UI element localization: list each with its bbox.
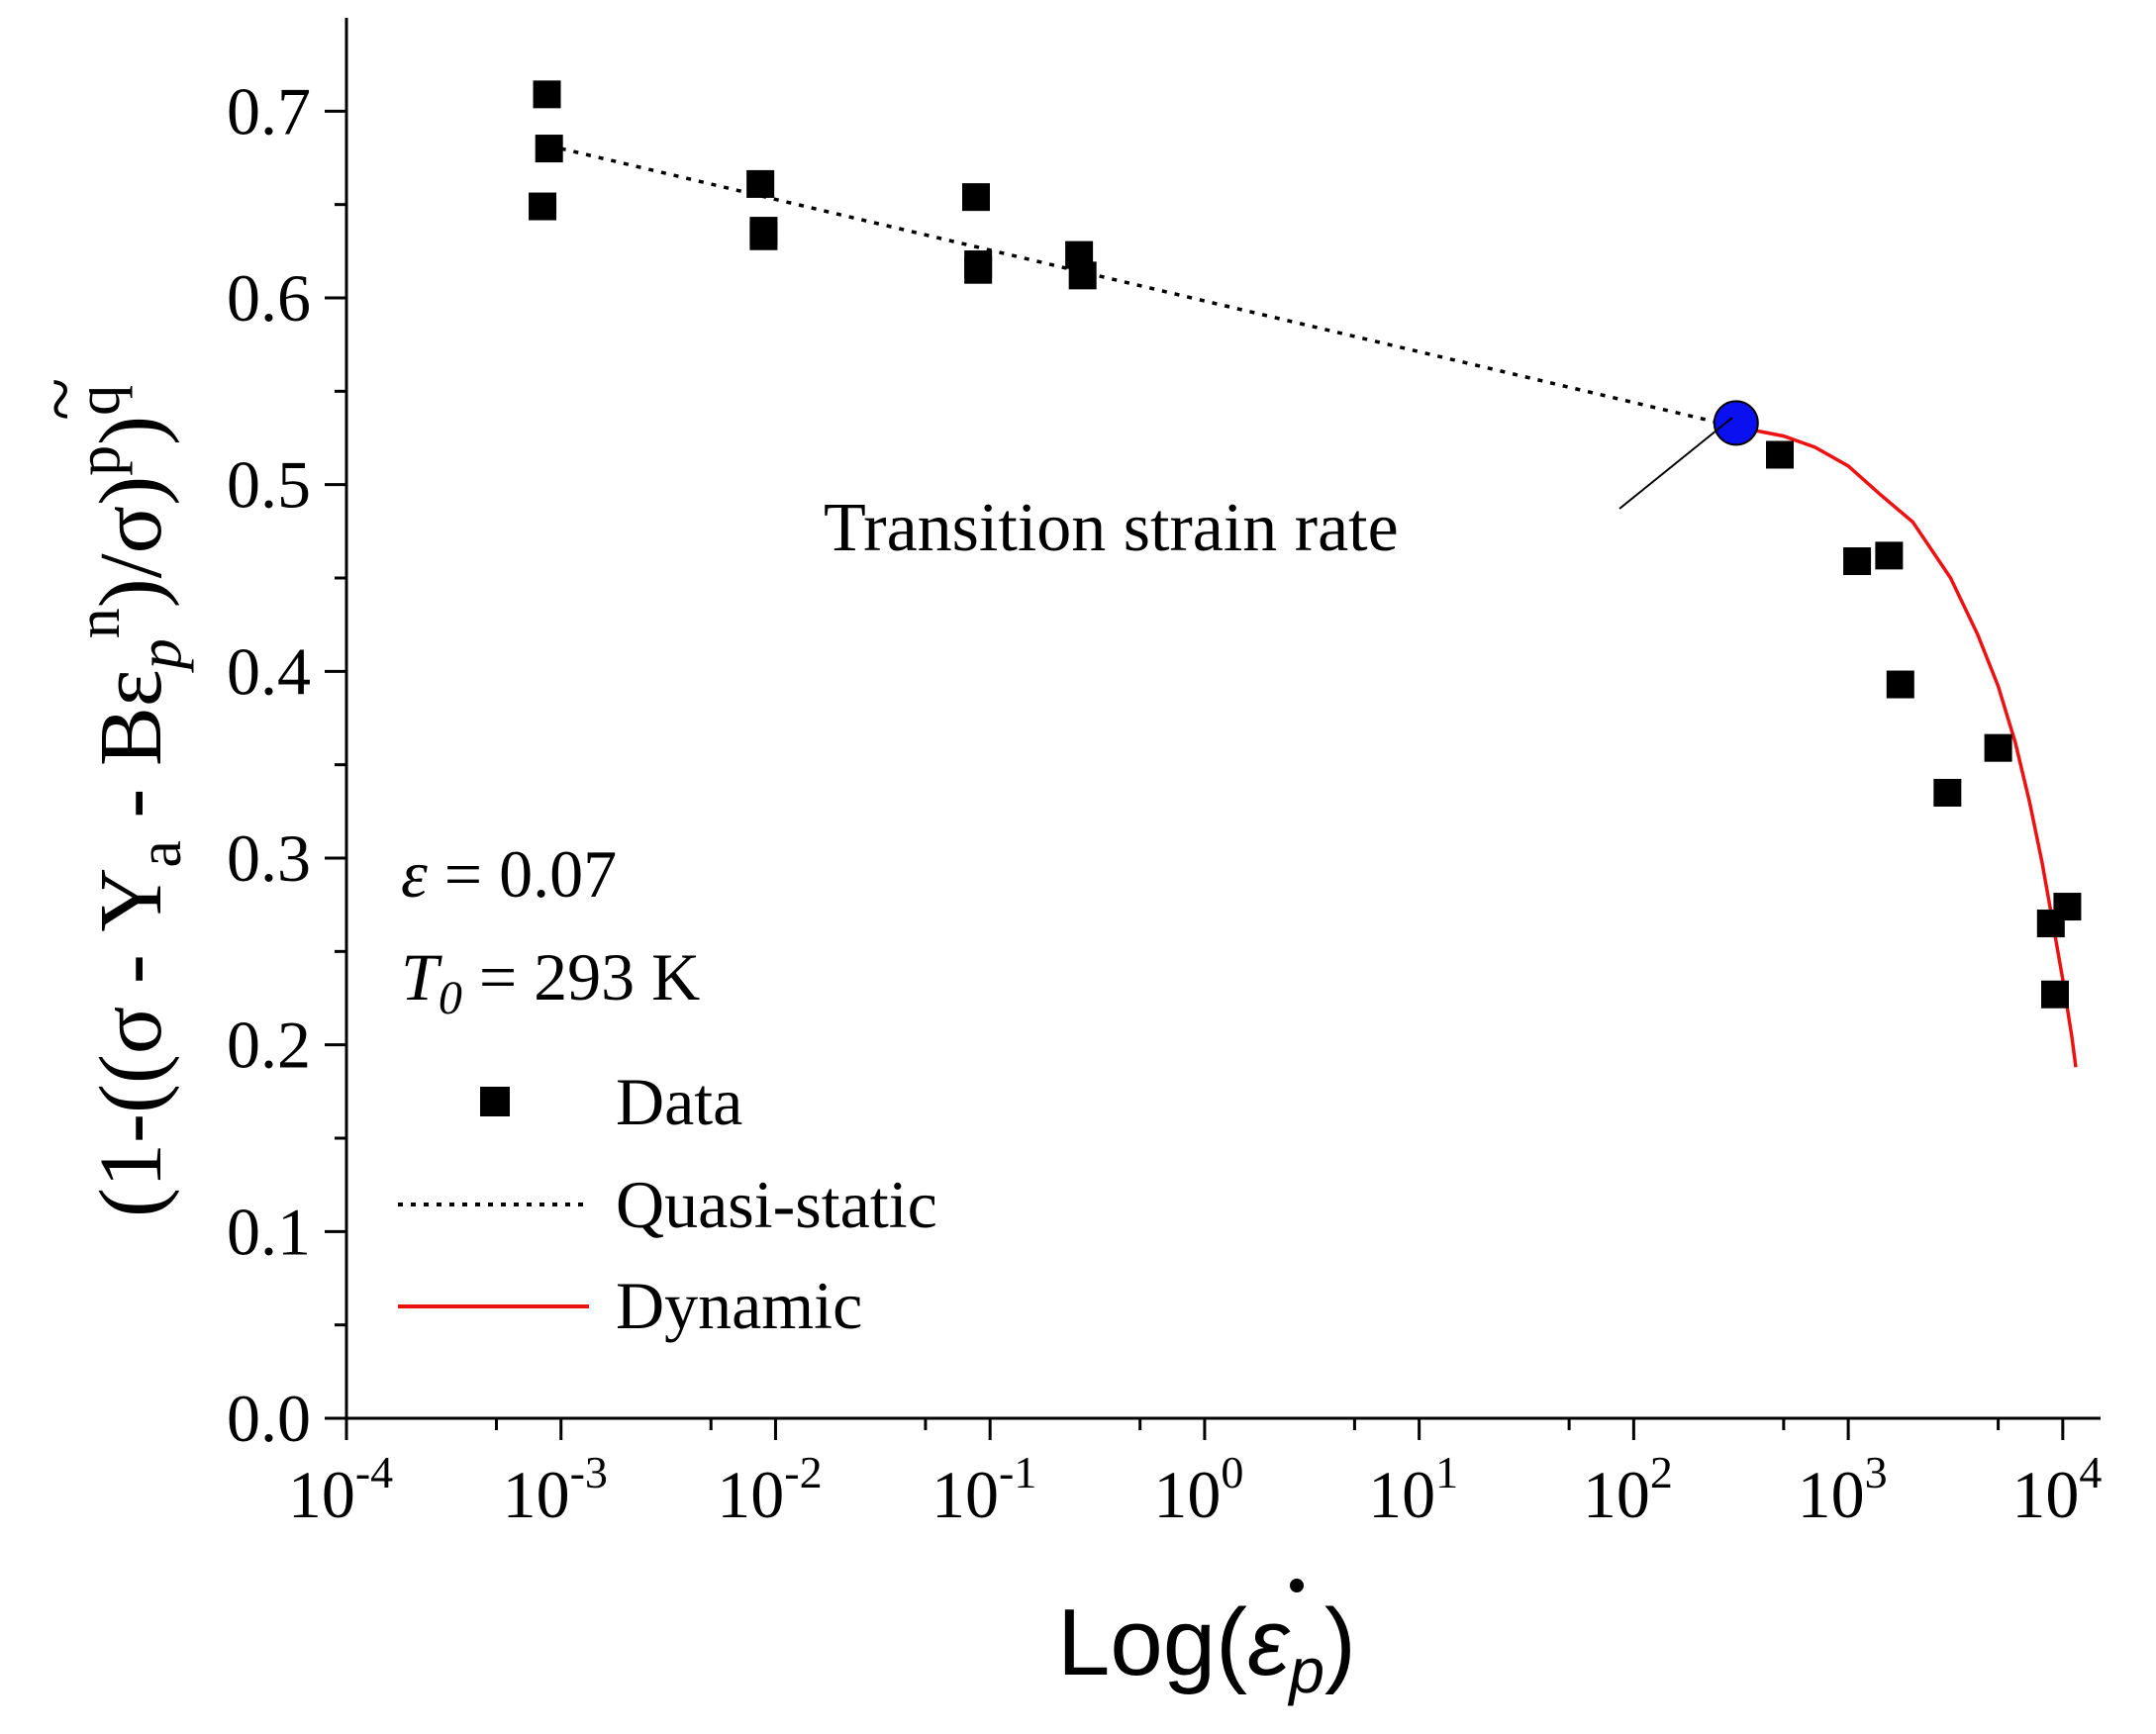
x-tick-label: 10-1 xyxy=(931,1447,1036,1532)
temperature-symbol: T xyxy=(401,939,442,1014)
transition-marker-group xyxy=(1713,400,1759,446)
quasi-static-line xyxy=(560,146,1737,429)
legend-dynamic-label: Dynamic xyxy=(616,1268,862,1343)
x-tick-label: 10-4 xyxy=(288,1447,393,1532)
x-tick-label: 102 xyxy=(1583,1447,1673,1532)
data-point xyxy=(1068,261,1097,290)
dynamic-line xyxy=(1735,425,2078,1068)
x-tick-label: 101 xyxy=(1368,1447,1458,1532)
y-tick-label: 0.7 xyxy=(227,73,311,148)
y-label-tilde: ~ xyxy=(18,378,105,421)
data-point xyxy=(1984,733,2012,762)
x-label-dot xyxy=(1290,1579,1304,1592)
legend-data-marker xyxy=(480,1087,510,1116)
strain-symbol: ε xyxy=(401,836,428,912)
data-point xyxy=(2053,893,2082,921)
transition-point xyxy=(1713,400,1759,446)
data-point xyxy=(2040,980,2069,1009)
x-label-subscript: p xyxy=(1287,1635,1324,1706)
quasi-static-series xyxy=(560,146,1737,429)
data-point xyxy=(1843,547,1872,576)
data-point xyxy=(746,169,775,198)
legend-data-label: Data xyxy=(616,1064,742,1139)
data-point xyxy=(1933,778,1962,807)
y-tick-label: 0.1 xyxy=(227,1194,311,1269)
temperature-value: = 293 K xyxy=(462,939,700,1014)
x-axis-label: Log(εp) xyxy=(1057,1590,1356,1706)
x-label-prefix: Log( xyxy=(1057,1590,1247,1695)
y-label-sup-n: n xyxy=(65,608,133,638)
data-point xyxy=(1875,541,1904,570)
y-label-part-2: - Bε xyxy=(82,669,180,840)
legend: Data Quasi-static Dynamic xyxy=(398,1064,937,1343)
y-label-sub-p: p xyxy=(127,638,194,673)
x-label-suffix: ) xyxy=(1324,1590,1356,1695)
data-point xyxy=(749,222,778,250)
axes xyxy=(344,18,2101,1420)
y-label-part-1: (1-((σ - Y xyxy=(82,868,180,1217)
temperature-condition: T0 = 293 K xyxy=(401,939,700,1024)
data-point xyxy=(964,255,993,284)
x-tick-label: 103 xyxy=(1798,1447,1888,1532)
data-point xyxy=(1886,670,1914,699)
y-tick-label: 0.6 xyxy=(227,260,311,336)
x-tick-label: 10-2 xyxy=(717,1447,822,1532)
y-tick-label: 0.5 xyxy=(227,447,311,523)
temperature-subscript: 0 xyxy=(439,972,462,1024)
data-point xyxy=(1766,440,1795,469)
x-label-symbol: ε xyxy=(1247,1590,1291,1695)
legend-quasi-static-label: Quasi-static xyxy=(616,1167,937,1242)
data-point xyxy=(529,192,557,221)
y-label-sup-q: q xyxy=(65,385,133,416)
x-tick-label: 10-3 xyxy=(503,1447,608,1532)
y-axis-label: (1-((σ - Ya - Bεpn)/σ)p)q xyxy=(65,385,194,1217)
y-tick-label: 0.2 xyxy=(227,1008,311,1083)
x-axis-ticks: 10-4 10-3 10-2 10-1 100 101 102 103 104 xyxy=(288,1418,2102,1532)
transition-leader-line xyxy=(1618,417,1733,510)
data-point xyxy=(961,183,990,212)
y-label-sup-p: p xyxy=(65,445,133,476)
y-tick-label: 0.3 xyxy=(227,820,311,896)
y-tick-label: 0.4 xyxy=(227,633,311,709)
transition-annotation: Transition strain rate xyxy=(824,490,1399,566)
data-series xyxy=(529,80,2082,1009)
dynamic-series xyxy=(1735,425,2078,1068)
data-point xyxy=(533,80,561,109)
strain-value: = 0.07 xyxy=(428,836,617,912)
strain-condition: ε = 0.07 xyxy=(401,836,617,912)
x-tick-label: 100 xyxy=(1153,1447,1243,1532)
data-point xyxy=(535,135,563,163)
y-label-part-3: )/σ) xyxy=(82,476,180,608)
y-label-part-4: ) xyxy=(82,416,180,445)
y-tick-label: 0.0 xyxy=(227,1381,311,1456)
y-axis-ticks: 0.0 0.1 0.2 0.3 0.4 0.5 0.6 0.7 xyxy=(227,73,346,1456)
y-label-sub-a: a xyxy=(127,840,194,868)
x-tick-label: 104 xyxy=(2011,1447,2102,1532)
